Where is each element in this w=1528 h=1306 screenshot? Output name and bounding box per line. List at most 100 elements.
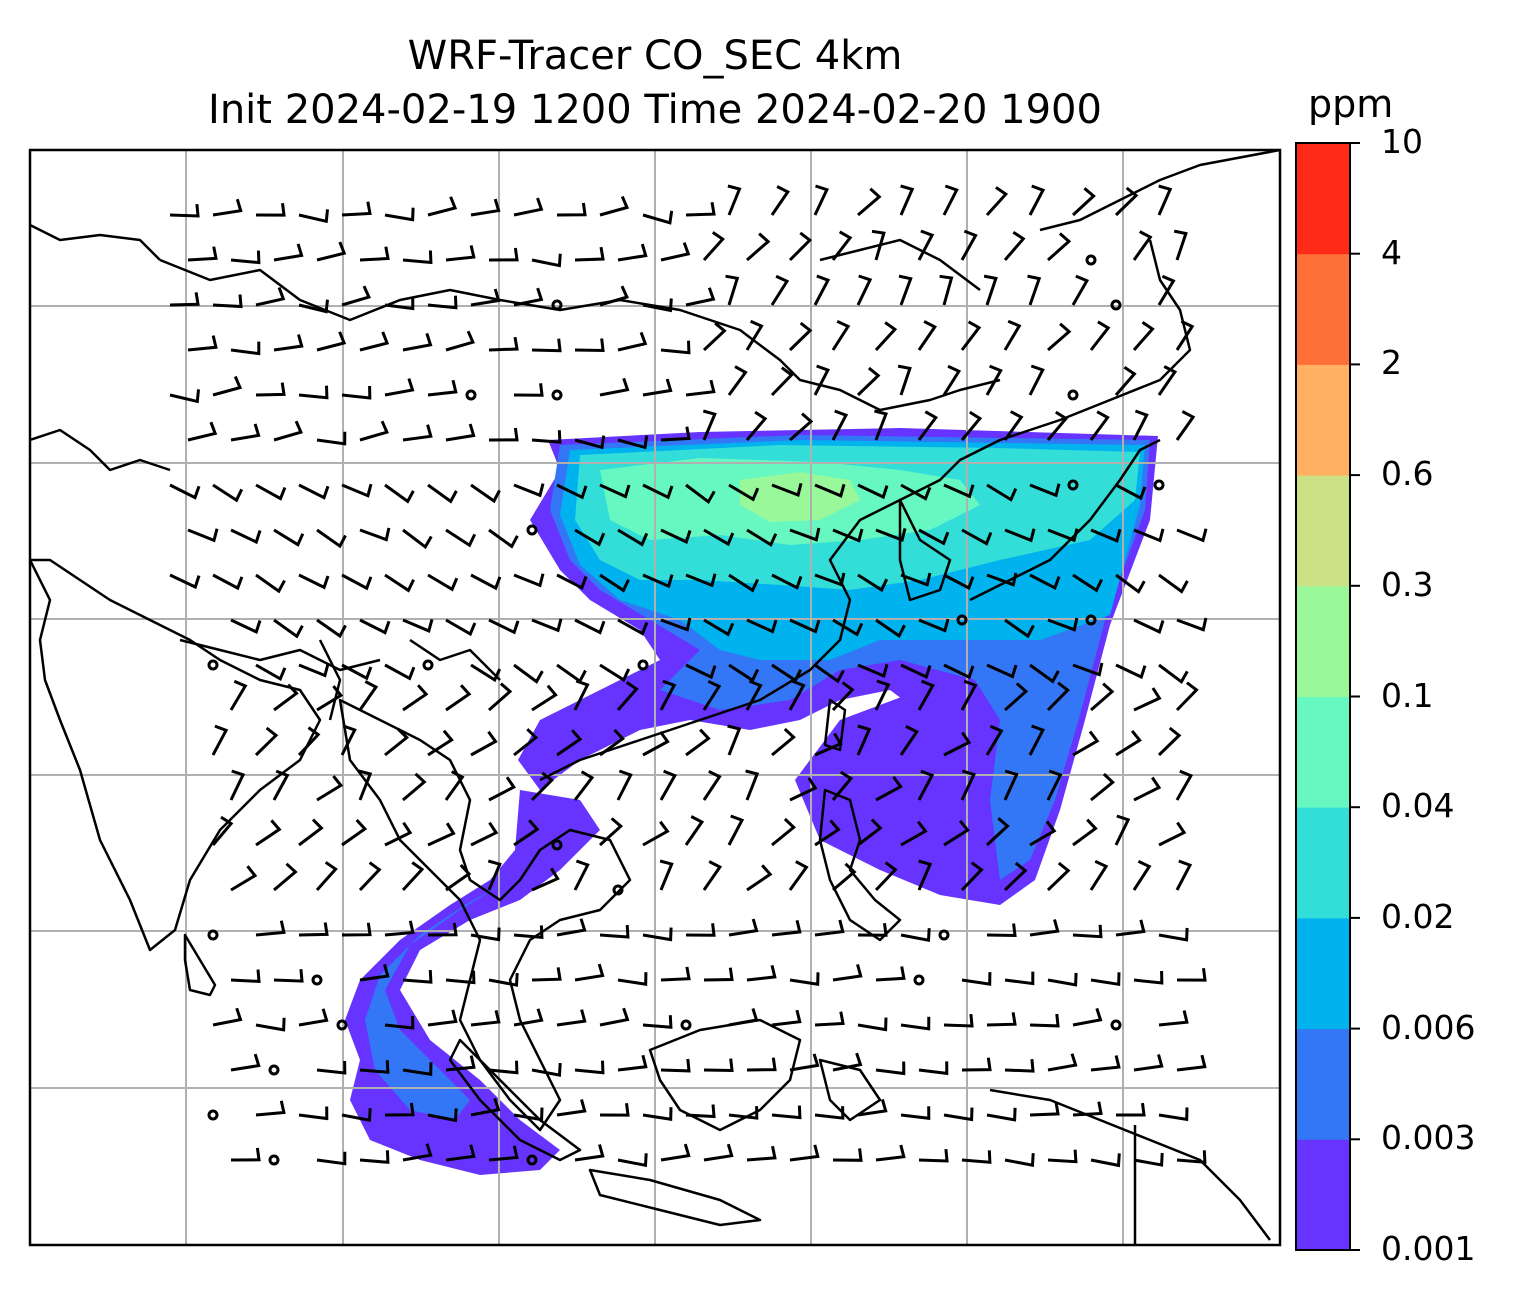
- wind-barb: [642, 820, 670, 847]
- wind-barb: [470, 483, 501, 504]
- wind-barb: [1090, 528, 1122, 543]
- wind-barb: [255, 382, 286, 397]
- wind-barb: [832, 862, 857, 892]
- wind-barb: [316, 775, 344, 802]
- wind-barb: [211, 815, 234, 846]
- wind-barbs: [169, 184, 1208, 1168]
- wind-barb: [1047, 972, 1078, 987]
- wind-barb: [857, 483, 889, 500]
- wind-barb: [598, 817, 624, 847]
- colorbar-segment: [1296, 1139, 1350, 1251]
- wind-barb: [771, 663, 802, 683]
- wind-barb: [1115, 483, 1147, 501]
- wind-barb: [1027, 274, 1042, 306]
- calm-wind-marker: [913, 974, 925, 986]
- wind-barb: [1157, 726, 1182, 757]
- wind-barb: [660, 1058, 691, 1073]
- wind-barb: [771, 727, 796, 757]
- wind-barb: [685, 728, 711, 757]
- wind-barb: [788, 321, 813, 352]
- wind-barb: [255, 483, 287, 501]
- wind-barb: [685, 663, 717, 680]
- calm-wind-marker: [680, 1019, 692, 1031]
- wind-barb: [856, 366, 881, 397]
- calm-wind-marker: [612, 884, 624, 896]
- wind-barb: [961, 1150, 992, 1164]
- wind-barb: [402, 684, 429, 712]
- wind-barb: [1176, 1150, 1207, 1164]
- wind-barb: [531, 618, 563, 633]
- wind-barb: [599, 573, 630, 593]
- wind-barb: [727, 814, 745, 846]
- wind-barb: [316, 685, 344, 712]
- wind-barb: [918, 1061, 949, 1076]
- wind-barb: [531, 684, 558, 712]
- wind-barb: [1072, 818, 1098, 847]
- wind-barb: [703, 528, 735, 547]
- wind-barb: [728, 663, 760, 683]
- wind-barb: [875, 1061, 906, 1076]
- wind-barb: [917, 320, 937, 351]
- wind-barb: [943, 483, 975, 499]
- wind-barb: [659, 679, 677, 711]
- wind-barb: [986, 1107, 1017, 1122]
- wind-barb: [702, 860, 723, 891]
- wind-barb: [298, 818, 324, 847]
- wind-barb: [211, 724, 229, 756]
- wind-barb: [384, 1015, 415, 1030]
- wind-barb: [488, 776, 516, 802]
- wind-barb: [298, 209, 329, 224]
- wind-barb: [599, 195, 630, 217]
- wind-barb: [513, 1008, 544, 1027]
- colorbar-tick-label: 0.6: [1381, 454, 1434, 494]
- wind-barb: [1004, 528, 1036, 543]
- calm-wind-marker: [207, 929, 219, 941]
- wind-barb: [556, 1009, 587, 1027]
- wind-barb: [427, 196, 458, 217]
- wind-barb: [1090, 1055, 1121, 1072]
- wind-barb: [556, 663, 587, 684]
- colorbar-tick-label: 0.02: [1381, 896, 1455, 936]
- wind-barb: [254, 726, 279, 757]
- wind-barb: [702, 679, 722, 711]
- wind-barb: [857, 573, 889, 593]
- wind-barb: [789, 412, 814, 442]
- wind-barb: [488, 336, 519, 352]
- wind-barb: [1029, 483, 1061, 498]
- wind-barb: [1158, 821, 1187, 847]
- wind-barb: [316, 431, 347, 446]
- wind-barb: [917, 229, 935, 261]
- wind-barb: [402, 250, 433, 265]
- wind-barb: [789, 1053, 820, 1072]
- wind-barb: [1028, 184, 1046, 216]
- wind-barb: [316, 1060, 347, 1075]
- wind-barb: [1029, 663, 1060, 684]
- wind-barb: [341, 922, 372, 937]
- wind-barb: [599, 663, 631, 683]
- calm-wind-marker: [551, 299, 563, 311]
- wind-barb: [444, 770, 465, 801]
- colorbar-segment: [1296, 364, 1350, 476]
- wind-barb: [531, 867, 560, 892]
- wind-barb: [917, 679, 935, 711]
- wind-barb: [1114, 365, 1137, 396]
- calm-wind-marker: [1110, 299, 1122, 311]
- wind-barb: [703, 967, 734, 982]
- wind-barb: [789, 1144, 820, 1162]
- wind-barb: [1003, 769, 1019, 801]
- map-title-line-2: Init 2024-02-19 1200 Time 2024-02-20 190…: [208, 87, 1102, 133]
- wind-barb: [660, 340, 691, 355]
- wind-barb: [1029, 1101, 1060, 1117]
- wind-barb: [1175, 859, 1193, 891]
- wind-barb: [169, 389, 200, 404]
- colorbar-tick-label: 0.003: [1381, 1118, 1476, 1158]
- wind-barb: [814, 819, 841, 847]
- wind-barb: [660, 528, 692, 544]
- wind-barb: [1090, 772, 1115, 802]
- calm-wind-marker: [422, 659, 434, 671]
- wind-barb: [298, 922, 329, 937]
- wind-barb: [187, 246, 218, 262]
- wind-barb: [943, 1107, 974, 1122]
- wind-barb: [513, 383, 544, 397]
- wind-barb: [617, 331, 648, 352]
